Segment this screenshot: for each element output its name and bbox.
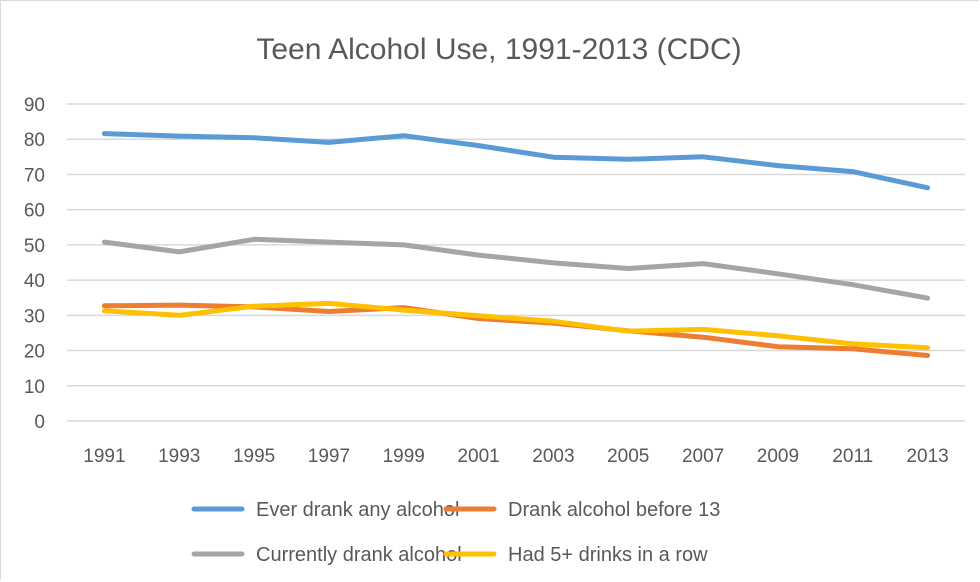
x-tick-label: 2003 [532,446,574,467]
legend-label: Had 5+ drinks in a row [508,544,708,566]
x-tick-label: 1993 [158,446,200,467]
y-tick-label: 80 [24,130,45,151]
legend-label: Ever drank any alcohol [256,499,459,521]
y-tick-label: 70 [24,165,45,186]
x-tick-label: 1995 [233,446,275,467]
x-tick-label: 2007 [682,446,724,467]
x-tick-label: 2011 [832,446,873,467]
series-line-ever-drank-any-alcohol[interactable] [101,131,931,191]
x-tick-label: 1991 [83,446,125,467]
legend-label: Drank alcohol before 13 [508,499,720,521]
legend-item[interactable]: Drank alcohol before 13 [443,499,720,521]
series-line-had-5-drinks-in-a-row[interactable] [101,300,931,351]
y-tick-label: 60 [24,201,45,222]
x-tick-label: 2001 [457,446,499,467]
y-tick-label: 40 [24,271,45,292]
x-tick-label: 2005 [607,446,649,467]
x-tick-label: 2009 [757,446,799,467]
legend-item[interactable]: Ever drank any alcohol [191,499,459,521]
legend-item[interactable]: Currently drank alcohol [191,544,462,566]
x-tick-label: 2013 [906,446,948,467]
x-axis-ticks: 1991 1993 1995 1997 1999 2001 2003 2005 2007 2009… [83,446,948,467]
chart-title: Teen Alcohol Use, 1991-2013 (CDC) [256,33,741,66]
y-tick-label: 30 [24,306,45,327]
y-tick-label: 50 [24,236,45,257]
legend-label: Currently drank alcohol [256,544,462,566]
series-line-drank-alcohol-before-13[interactable] [101,302,931,358]
x-tick-label: 1997 [308,446,350,467]
series-lines [101,131,931,358]
y-tick-label: 0 [34,412,45,433]
legend: Ever drank any alcohol Drank alcohol befo… [191,499,720,566]
y-tick-label: 90 [24,95,45,116]
series-line-currently-drank-alcohol[interactable] [101,236,931,301]
y-tick-label: 10 [24,377,45,398]
legend-item[interactable]: Had 5+ drinks in a row [443,544,708,566]
y-axis-ticks: 0 10 20 30 40 50 60 70 80 90 [24,95,45,433]
x-tick-label: 1999 [383,446,425,467]
y-tick-label: 20 [24,342,45,363]
